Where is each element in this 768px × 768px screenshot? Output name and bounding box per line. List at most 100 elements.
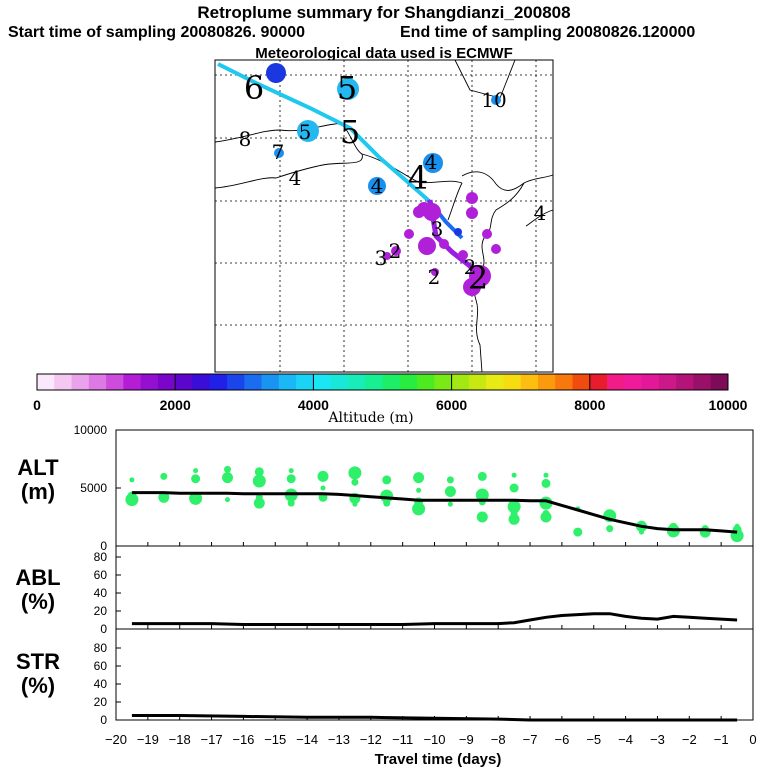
colorbar-cell: [71, 374, 90, 390]
cluster-label: 2: [464, 255, 477, 279]
alt-particle-dot: [193, 468, 199, 474]
plume-marker: [413, 206, 425, 218]
colorbar-cell: [209, 374, 228, 390]
colorbar-cell: [555, 374, 574, 390]
x-tick-label: −3: [650, 732, 665, 747]
alt-particle-dot: [508, 513, 520, 525]
alt-particle-dot: [383, 499, 391, 507]
alt-particle-dot: [476, 511, 488, 523]
alt-median-line: [131, 491, 738, 534]
alt-particle-dot: [352, 501, 358, 507]
alt-particle-dot: [606, 525, 614, 533]
alt-particle-dot: [639, 529, 644, 535]
alt-particle-dot: [573, 527, 583, 537]
x-tick-label: −5: [586, 732, 601, 747]
x-tick-label: −1: [714, 732, 729, 747]
alt-particle-dot: [541, 478, 551, 488]
alt-particle-dot: [543, 472, 549, 478]
colorbar-cell: [676, 374, 694, 390]
y-tick-label: 0: [100, 622, 107, 636]
x-axis-ticks: −20 −19 −18 −17 −16 −15 −14 −13 −12 −11 −10 −9 −8 −7−…: [105, 542, 757, 747]
plume-marker: [368, 177, 386, 195]
colorbar: 0 2000 4000 6000 8000 10000 Altitude (m): [33, 373, 748, 426]
met-data-note: Meteorological data used is ECMWF: [255, 45, 513, 62]
colorbar-cell: [641, 374, 660, 390]
x-tick-label: −2: [682, 732, 697, 747]
str-label-line1: STR: [16, 649, 60, 674]
colorbar-tick-label: 0: [33, 397, 41, 413]
colorbar-cell: [192, 374, 211, 390]
x-tick-label: −17: [201, 732, 223, 747]
alt-yticks: 10000 5000 0: [74, 423, 121, 553]
x-tick-label: −18: [169, 732, 191, 747]
alt-particle-dot: [444, 486, 456, 497]
alt-particle-dot: [224, 465, 231, 473]
alt-particle-dot: [699, 526, 711, 538]
y-tick-label: 80: [94, 550, 108, 564]
alt-label-line1: ALT: [17, 455, 59, 480]
y-tick-label: 60: [94, 568, 108, 582]
abl-panel-label: ABL (%): [8, 566, 68, 614]
plume-marker: [297, 120, 319, 142]
x-tick-label: −7: [523, 732, 538, 747]
alt-particle-dot: [287, 499, 295, 507]
colorbar-ticks: 0 2000 4000 6000 8000 10000: [33, 374, 748, 413]
y-tick-label: 40: [94, 677, 108, 691]
alt-particle-dot: [225, 497, 230, 503]
colorbar-cell: [140, 374, 159, 390]
alt-particle-dot: [160, 472, 168, 480]
colorbar-cell: [520, 374, 539, 390]
alt-particle-dot: [125, 493, 139, 507]
cluster-label: 4: [425, 150, 438, 174]
plume-marker: [266, 63, 286, 83]
alt-panel: 10000 5000 0: [74, 423, 754, 553]
alt-panel-label: ALT (m): [8, 456, 68, 504]
colorbar-tick-label: 8000: [574, 397, 605, 413]
alt-particle-dot: [288, 468, 294, 474]
colorbar-cell: [37, 374, 55, 390]
colorbar-cell: [365, 374, 383, 390]
plume-marker: [337, 78, 359, 100]
x-tick-label: −13: [328, 732, 350, 747]
alt-particle-dot: [348, 466, 362, 480]
colorbar-cell: [175, 374, 193, 390]
colorbar-cell: [88, 374, 107, 390]
colorbar-cell: [157, 374, 176, 390]
colorbar-tick-label: 2000: [160, 397, 191, 413]
abl-line: [131, 612, 738, 626]
cluster-label: 4: [371, 174, 384, 198]
alt-particle-dot: [416, 487, 422, 493]
cluster-label: 5: [340, 113, 360, 151]
alt-particle-clusters: [125, 465, 744, 543]
str-label-line2: (%): [20, 673, 56, 698]
x-tick-label: −9: [459, 732, 474, 747]
str-yticks: 80 60 40 20 0: [94, 641, 121, 727]
x-tick-label: −10: [423, 732, 445, 747]
alt-particle-dot: [320, 485, 326, 491]
colorbar-cell: [330, 374, 349, 390]
alt-particle-dot: [191, 474, 201, 484]
colorbar-cell: [451, 374, 470, 390]
str-panel-label: STR (%): [8, 650, 68, 698]
colorbar-tick-label: 10000: [709, 397, 748, 413]
colorbar-cell: [278, 374, 297, 390]
plume-marker: [466, 192, 478, 204]
alt-particle-dot: [254, 467, 264, 477]
alt-particle-dot: [475, 488, 489, 502]
colorbar-cell: [123, 374, 142, 390]
x-axis-label: Travel time (days): [375, 751, 502, 768]
colorbar-cell: [54, 374, 73, 390]
colorbar-cells: [37, 374, 729, 390]
cluster-label: 5: [337, 69, 357, 107]
x-tick-label: −19: [137, 732, 159, 747]
alt-particle-dot: [447, 501, 453, 507]
colorbar-cell: [227, 374, 245, 390]
cluster-label: 5: [299, 120, 312, 144]
colorbar-cell: [468, 374, 487, 390]
cluster-label: 7: [272, 140, 285, 164]
colorbar-cell: [537, 374, 556, 390]
colorbar-cell: [399, 374, 418, 390]
plume-marker: [274, 148, 284, 158]
